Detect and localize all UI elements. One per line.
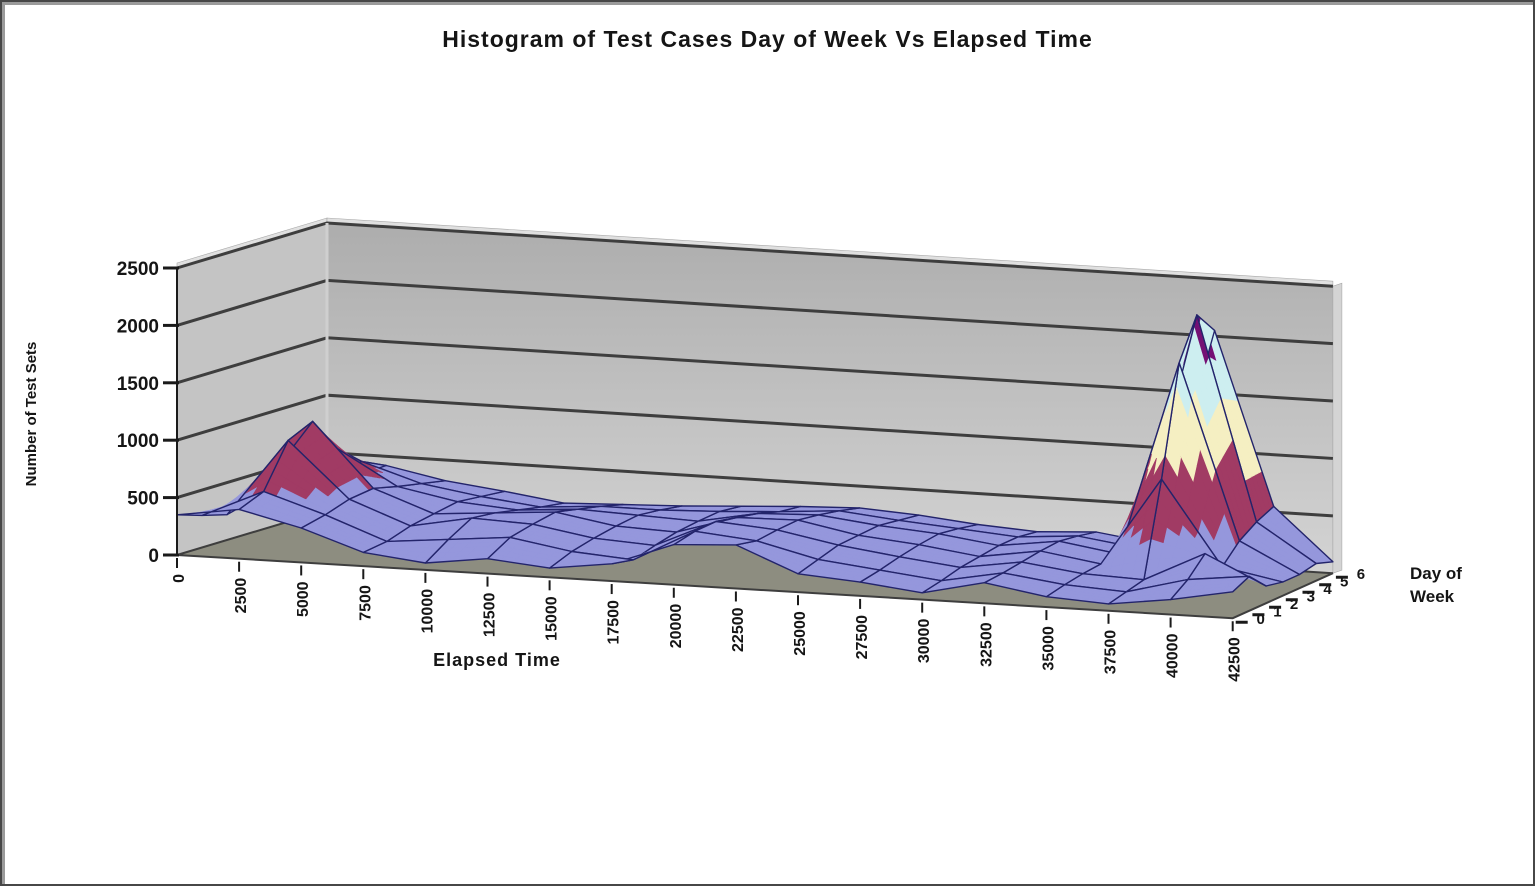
category-tick-label: 10000 [419,589,436,634]
value-tick-label: 2500 [117,259,159,280]
value-tick-label: 1000 [117,431,159,452]
surface-mesh [176,313,1334,605]
category-tick-label: 0 [171,574,188,583]
series-tick-label: 5 [1340,574,1348,591]
value-axis: 0 500 1000 1500 2000 2500 [117,259,179,567]
series-tick-label: 6 [1357,566,1365,583]
wall-side-edge-right [1332,282,1343,574]
category-tick-label: 22500 [730,607,747,652]
category-tick-label: 2500 [233,578,250,614]
value-tick-label: 0 [148,546,159,567]
series-tick-label: 2 [1290,596,1298,613]
value-tick-label: 1500 [117,374,159,395]
category-tick-label: 30000 [916,619,933,664]
category-tick-label: 25000 [792,611,809,656]
series-axis-title: Day of Week [1410,564,1462,606]
series-tick-label: 3 [1307,589,1315,606]
category-tick-label: 37500 [1103,630,1120,675]
chart-title: Histogram of Test Cases Day of Week Vs E… [442,26,1093,52]
value-tick-label: 500 [127,489,159,510]
category-tick-label: 40000 [1165,633,1182,678]
category-tick-label: 32500 [978,622,995,667]
y-axis-title: Number of Test Sets [23,341,40,487]
category-tick-label: 12500 [482,593,499,638]
category-tick-label: 27500 [854,615,871,660]
category-tick-label: 42500 [1227,637,1244,682]
category-tick-label: 15000 [544,596,561,641]
category-tick-label: 17500 [606,600,623,645]
category-tick-label: 7500 [357,585,374,621]
series-tick-label: 4 [1323,581,1332,598]
series-tick-label: 1 [1273,604,1281,621]
category-axis: 0 2500 5000 7500 10000 12500 15000 17500 20000 22… [171,558,1244,682]
category-tick-label: 35000 [1040,626,1057,671]
x-axis-title: Elapsed Time [433,650,561,670]
value-tick-label: 2000 [117,316,159,337]
series-tick-label: 0 [1257,611,1265,628]
category-tick-label: 20000 [668,604,685,649]
category-tick-label: 5000 [295,581,312,617]
